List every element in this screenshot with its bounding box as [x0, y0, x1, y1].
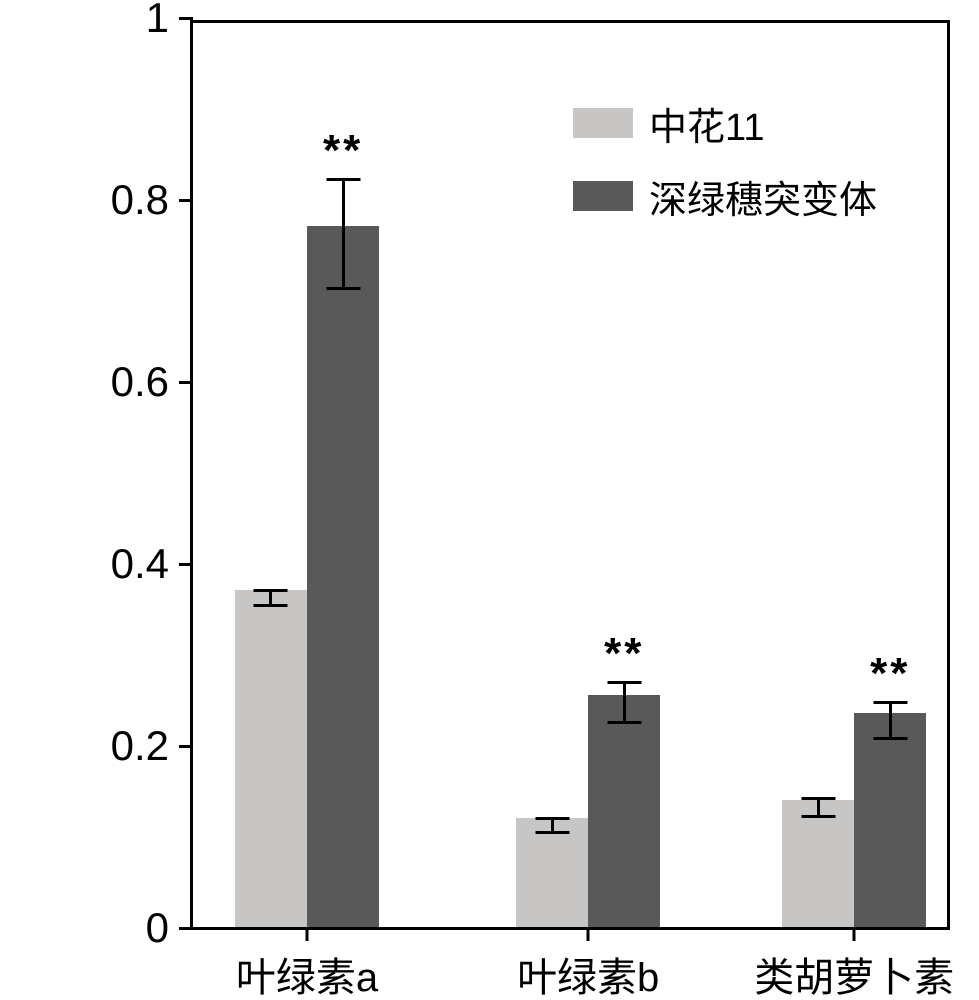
pigment-bar-chart: 叶绿素与类胡萝卜素含量(mg/g) 00.20.40.60.81叶绿素a**叶绿… [0, 0, 979, 1000]
legend-swatch [573, 108, 633, 138]
y-tick-mark [179, 563, 193, 566]
y-tick: 0.8 [111, 176, 193, 224]
category-label: 类胡萝卜素 [754, 945, 954, 1000]
bar [854, 713, 926, 927]
x-tick-mark [587, 927, 590, 941]
error-bar [343, 23, 344, 24]
significance-mark: ** [604, 629, 644, 679]
x-tick-mark [853, 927, 856, 941]
y-tick-mark [179, 199, 193, 202]
bar [588, 695, 660, 927]
y-tick: 0 [146, 904, 193, 952]
legend-item: 中花11 [573, 96, 877, 151]
x-tick-mark [306, 927, 309, 941]
y-tick-label: 0 [146, 904, 175, 952]
bar [307, 226, 379, 927]
y-tick: 0.4 [111, 540, 193, 588]
legend-label: 深绿穗突变体 [649, 169, 877, 224]
y-tick: 0.6 [111, 358, 193, 406]
y-tick-mark [179, 927, 193, 930]
category-label: 叶绿素b [517, 945, 659, 1000]
significance-mark: ** [870, 649, 910, 699]
y-tick-label: 0.6 [111, 358, 175, 406]
error-bar [270, 23, 271, 24]
significance-mark: ** [323, 126, 363, 176]
y-tick-label: 0.4 [111, 540, 175, 588]
bar [235, 590, 307, 927]
y-tick-label: 0.2 [111, 722, 175, 770]
error-bar [890, 23, 891, 24]
category-label: 叶绿素a [236, 945, 378, 1000]
y-tick: 0.2 [111, 722, 193, 770]
y-tick: 1 [146, 0, 193, 42]
bar [782, 800, 854, 927]
error-bar [552, 23, 553, 24]
legend-item: 深绿穗突变体 [573, 169, 877, 224]
y-tick-mark [179, 17, 193, 20]
legend-swatch [573, 181, 633, 211]
y-tick-label: 1 [146, 0, 175, 42]
legend: 中花11 深绿穗突变体 [573, 96, 877, 224]
error-bar [624, 23, 625, 24]
legend-label: 中花11 [649, 96, 764, 151]
bar [516, 818, 588, 927]
plot-area: 00.20.40.60.81叶绿素a**叶绿素b**类胡萝卜素**中花11深绿穗… [190, 20, 950, 930]
y-tick-label: 0.8 [111, 176, 175, 224]
y-tick-mark [179, 381, 193, 384]
y-tick-mark [179, 745, 193, 748]
error-bar [818, 23, 819, 24]
